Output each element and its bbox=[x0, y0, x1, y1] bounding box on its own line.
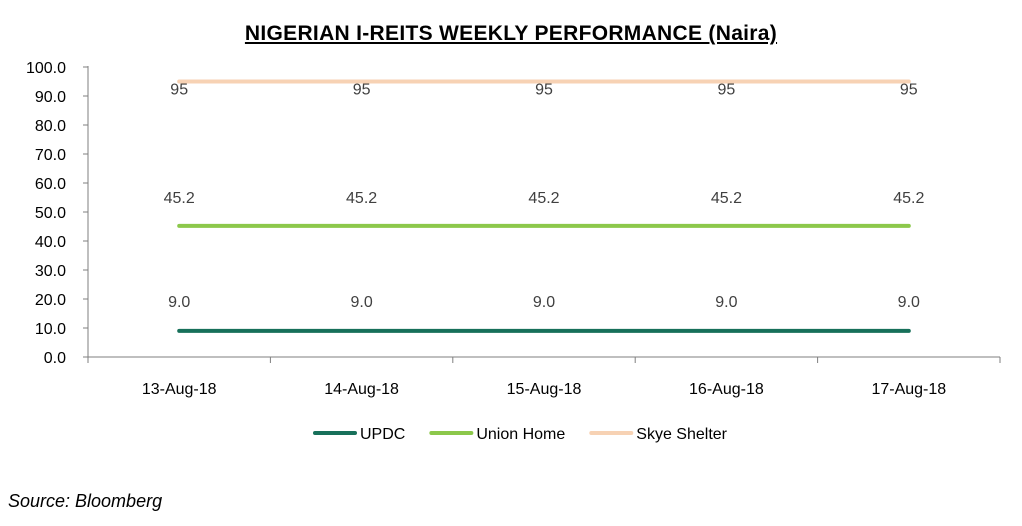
data-label: 45.2 bbox=[893, 190, 924, 207]
x-tick-label: 14-Aug-18 bbox=[324, 381, 399, 398]
data-label: 45.2 bbox=[711, 190, 742, 207]
data-label: 95 bbox=[353, 82, 371, 99]
y-tick-label: 80.0 bbox=[35, 118, 66, 135]
y-tick-label: 90.0 bbox=[35, 89, 66, 106]
data-label: 9.0 bbox=[715, 294, 737, 311]
data-label: 45.2 bbox=[528, 190, 559, 207]
y-tick-label: 60.0 bbox=[35, 176, 66, 193]
y-tick-label: 100.0 bbox=[26, 60, 66, 77]
data-label: 9.0 bbox=[533, 294, 555, 311]
data-label: 45.2 bbox=[346, 190, 377, 207]
chart-title: NIGERIAN I-REITS WEEKLY PERFORMANCE (Nai… bbox=[244, 22, 778, 45]
y-tick-label: 0.0 bbox=[44, 350, 66, 367]
data-label: 9.0 bbox=[898, 294, 920, 311]
y-tick-label: 50.0 bbox=[35, 205, 66, 222]
y-tick-label: 20.0 bbox=[35, 292, 66, 309]
y-tick-label: 10.0 bbox=[35, 321, 66, 338]
data-label: 95 bbox=[170, 82, 188, 99]
data-label: 95 bbox=[535, 82, 553, 99]
legend-label-updc: UPDC bbox=[360, 426, 405, 443]
y-tick-label: 70.0 bbox=[35, 147, 66, 164]
data-label: 95 bbox=[900, 82, 918, 99]
data-label: 95 bbox=[718, 82, 736, 99]
line-chart: 0.0 10.0 20.0 30.0 40.0 50.0 60.0 70.0 80.0 90.0 1… bbox=[26, 60, 1001, 443]
x-tick-label: 16-Aug-18 bbox=[689, 381, 764, 398]
data-label: 9.0 bbox=[350, 294, 372, 311]
source-note: Source: Bloomberg bbox=[8, 491, 163, 511]
legend-label-skye-shelter: Skye Shelter bbox=[636, 426, 727, 443]
x-tick-label: 17-Aug-18 bbox=[871, 381, 946, 398]
y-tick-label: 40.0 bbox=[35, 234, 66, 251]
data-label: 45.2 bbox=[164, 190, 195, 207]
y-tick-label: 30.0 bbox=[35, 263, 66, 280]
x-tick-label: 15-Aug-18 bbox=[507, 381, 582, 398]
legend-label-union-home: Union Home bbox=[476, 426, 565, 443]
data-label: 9.0 bbox=[168, 294, 190, 311]
x-tick-label: 13-Aug-18 bbox=[142, 381, 217, 398]
